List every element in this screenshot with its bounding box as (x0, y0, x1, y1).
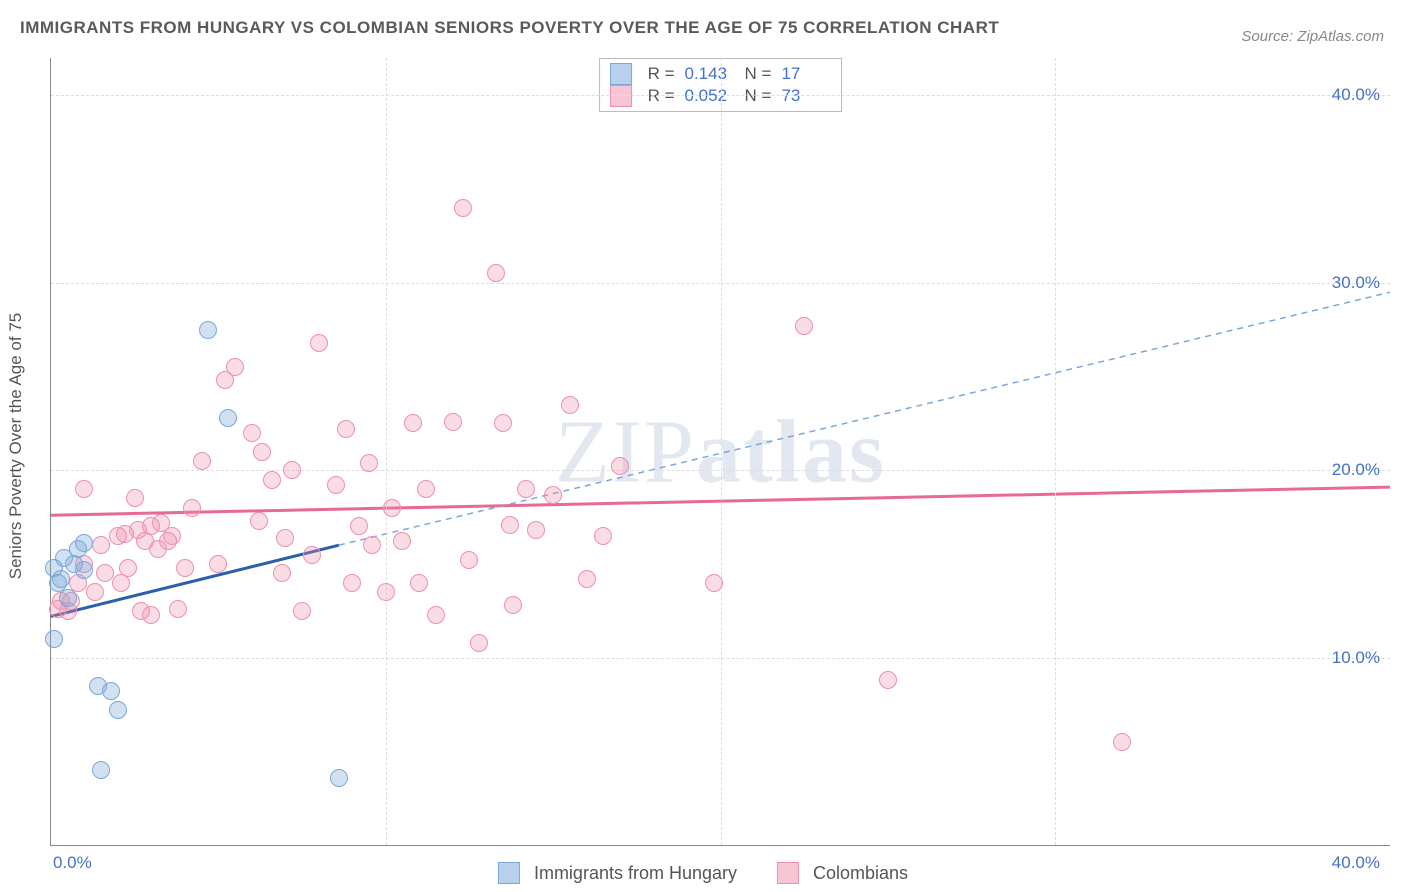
colombians-point (879, 671, 897, 689)
colombians-point (578, 570, 596, 588)
colombians-point (1113, 733, 1131, 751)
r-value-hungary: 0.143 (685, 64, 735, 84)
colombians-point (504, 596, 522, 614)
colombians-point (293, 602, 311, 620)
hungary-point (75, 561, 93, 579)
colombians-point (142, 606, 160, 624)
colombians-point (487, 264, 505, 282)
colombians-point (276, 529, 294, 547)
source-value: ZipAtlas.com (1297, 28, 1384, 45)
colombians-point (611, 457, 629, 475)
colombians-point (360, 454, 378, 472)
colombians-point (250, 512, 268, 530)
colombians-point (544, 486, 562, 504)
gridline-vertical (1055, 58, 1056, 845)
r-label: R = (648, 64, 675, 84)
legend-label-hungary: Immigrants from Hungary (534, 863, 737, 884)
colombians-point (561, 396, 579, 414)
colombians-point (253, 443, 271, 461)
hungary-point (52, 570, 70, 588)
hungary-point (75, 534, 93, 552)
x-tick-label: 40.0% (1332, 853, 1380, 873)
chart-title: IMMIGRANTS FROM HUNGARY VS COLOMBIAN SEN… (20, 18, 999, 38)
y-axis-label: Seniors Poverty Over the Age of 75 (6, 313, 26, 579)
colombians-point (273, 564, 291, 582)
colombians-point (337, 420, 355, 438)
gridline-vertical (721, 58, 722, 845)
n-label: N = (745, 64, 772, 84)
hungary-point (102, 682, 120, 700)
colombians-point (454, 199, 472, 217)
colombians-point (343, 574, 361, 592)
colombians-point (404, 414, 422, 432)
colombians-point (363, 536, 381, 554)
hungary-point (59, 589, 77, 607)
colombians-point (75, 480, 93, 498)
colombians-point (705, 574, 723, 592)
x-tick-label: 0.0% (53, 853, 92, 873)
hungary-point (109, 701, 127, 719)
y-tick-label: 10.0% (1332, 648, 1380, 668)
colombians-point (183, 499, 201, 517)
hungary-point (45, 630, 63, 648)
colombians-point (417, 480, 435, 498)
colombians-point (310, 334, 328, 352)
colombians-point (327, 476, 345, 494)
colombians-point (494, 414, 512, 432)
legend-item-colombians: Colombians (777, 862, 908, 884)
colombians-point (283, 461, 301, 479)
colombians-point (169, 600, 187, 618)
colombians-point (126, 489, 144, 507)
colombians-point (427, 606, 445, 624)
colombians-point (594, 527, 612, 545)
colombians-point (163, 527, 181, 545)
hungary-point (199, 321, 217, 339)
colombians-point (303, 546, 321, 564)
swatch-hungary (610, 63, 632, 85)
colombians-point (393, 532, 411, 550)
plot-area: ZIPatlas R = 0.143 N = 17 R = 0.052 N = … (50, 58, 1390, 846)
colombians-point (176, 559, 194, 577)
colombians-point (193, 452, 211, 470)
n-value-hungary: 17 (781, 64, 831, 84)
y-tick-label: 40.0% (1332, 85, 1380, 105)
colombians-point (410, 574, 428, 592)
colombians-point (86, 583, 104, 601)
bottom-legend: Immigrants from Hungary Colombians (498, 862, 908, 884)
source-credit: Source: ZipAtlas.com (1241, 28, 1384, 45)
colombians-point (470, 634, 488, 652)
y-tick-label: 20.0% (1332, 460, 1380, 480)
hungary-point (330, 769, 348, 787)
colombians-point (119, 559, 137, 577)
colombians-point (96, 564, 114, 582)
colombians-point (92, 536, 110, 554)
swatch-hungary (498, 862, 520, 884)
y-tick-label: 30.0% (1332, 273, 1380, 293)
gridline-vertical (386, 58, 387, 845)
legend-label-colombians: Colombians (813, 863, 908, 884)
colombians-point (209, 555, 227, 573)
colombians-point (377, 583, 395, 601)
colombians-point (243, 424, 261, 442)
colombians-point (795, 317, 813, 335)
swatch-colombians (777, 862, 799, 884)
colombians-point (527, 521, 545, 539)
hungary-point (92, 761, 110, 779)
legend-item-hungary: Immigrants from Hungary (498, 862, 737, 884)
colombians-point (444, 413, 462, 431)
colombians-point (226, 358, 244, 376)
colombians-point (383, 499, 401, 517)
colombians-point (501, 516, 519, 534)
hungary-point (219, 409, 237, 427)
colombians-point (517, 480, 535, 498)
colombians-point (460, 551, 478, 569)
colombians-point (263, 471, 281, 489)
source-label: Source: (1241, 28, 1297, 45)
colombians-point (350, 517, 368, 535)
